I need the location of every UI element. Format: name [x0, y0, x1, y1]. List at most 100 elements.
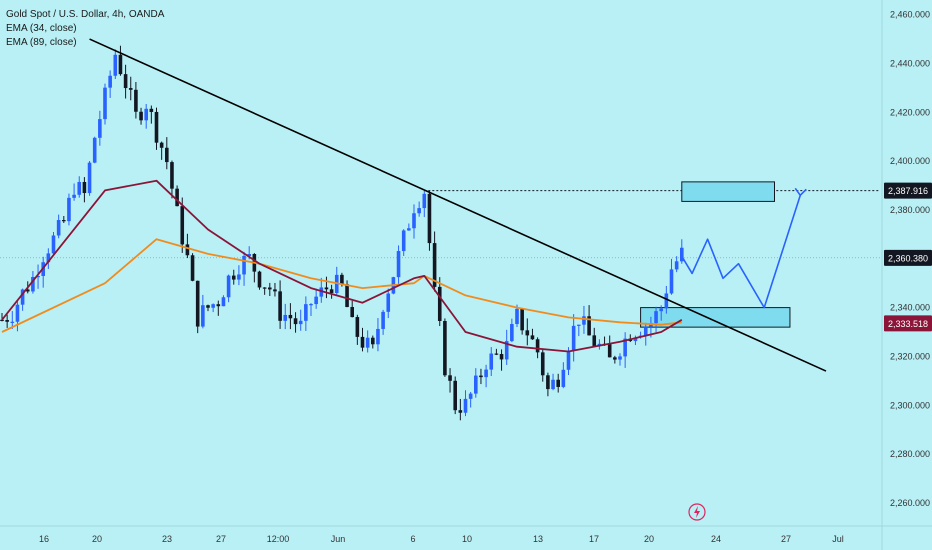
candle-body[interactable] — [134, 89, 138, 112]
lightning-icon[interactable] — [688, 503, 706, 521]
candle-body[interactable] — [283, 314, 288, 321]
candle-body[interactable] — [664, 293, 669, 309]
candle-body[interactable] — [525, 330, 530, 336]
symbol-title[interactable]: Gold Spot / U.S. Dollar, 4h, OANDA — [6, 9, 165, 20]
candle-body[interactable] — [298, 320, 303, 325]
candle-body[interactable] — [20, 289, 25, 305]
candle-body[interactable] — [556, 379, 560, 387]
candle-body[interactable] — [185, 244, 190, 256]
candle-body[interactable] — [113, 54, 118, 76]
candle-body[interactable] — [453, 380, 457, 411]
candle-body[interactable] — [443, 320, 447, 376]
candle-body[interactable] — [268, 287, 272, 290]
candle-body[interactable] — [180, 206, 185, 245]
candle-body[interactable] — [36, 275, 40, 278]
ema89-line[interactable] — [1, 238, 682, 333]
candle-body[interactable] — [170, 162, 174, 189]
candle-body[interactable] — [309, 304, 313, 306]
candle-body[interactable] — [577, 324, 581, 326]
price-tag-ema[interactable] — [884, 315, 932, 332]
candle-body[interactable] — [103, 87, 107, 120]
candle-body[interactable] — [139, 111, 143, 121]
candle-body[interactable] — [571, 325, 576, 351]
candle-body[interactable] — [319, 287, 324, 297]
candle-body[interactable] — [510, 324, 514, 342]
candle-body[interactable] — [324, 287, 329, 290]
candle-body[interactable] — [551, 379, 555, 390]
candle-body[interactable] — [51, 235, 56, 254]
candle-body[interactable] — [82, 181, 87, 194]
candle-body[interactable] — [56, 220, 61, 236]
price-tag-target[interactable] — [884, 182, 932, 199]
candle-body[interactable] — [417, 208, 421, 214]
candle-body[interactable] — [412, 213, 416, 229]
candle-body[interactable] — [458, 410, 463, 413]
candle-body[interactable] — [540, 352, 545, 376]
candle-body[interactable] — [432, 243, 437, 287]
candle-body[interactable] — [659, 308, 663, 312]
candle-body[interactable] — [633, 337, 638, 342]
candle-body[interactable] — [340, 274, 344, 285]
candle-body[interactable] — [5, 320, 9, 322]
candle-body[interactable] — [587, 316, 591, 336]
candle-body[interactable] — [407, 228, 411, 231]
candle-body[interactable] — [149, 108, 154, 112]
projection-path[interactable] — [681, 195, 802, 309]
candle-body[interactable] — [87, 162, 92, 194]
candle-body[interactable] — [345, 284, 349, 307]
candle-body[interactable] — [535, 339, 540, 353]
candle-body[interactable] — [226, 275, 231, 298]
candle-body[interactable] — [422, 193, 427, 209]
candle-body[interactable] — [293, 318, 298, 325]
candle-body[interactable] — [479, 375, 483, 378]
candle-body[interactable] — [489, 353, 494, 370]
candle-body[interactable] — [72, 194, 76, 198]
resistance-zone[interactable] — [681, 181, 775, 202]
ema34-line[interactable] — [1, 179, 683, 353]
candle-body[interactable] — [237, 274, 241, 280]
candle-body[interactable] — [118, 54, 123, 75]
candle-body[interactable] — [159, 142, 164, 148]
candle-body[interactable] — [175, 188, 179, 207]
candle-body[interactable] — [561, 369, 566, 387]
candle-body[interactable] — [463, 398, 468, 413]
candle-body[interactable] — [314, 296, 318, 305]
candle-body[interactable] — [515, 308, 519, 325]
candle-body[interactable] — [546, 375, 550, 390]
candle-body[interactable] — [0, 319, 4, 322]
candle-body[interactable] — [365, 337, 370, 348]
candle-body[interactable] — [92, 137, 97, 163]
candle-body[interactable] — [273, 289, 277, 292]
ema34-legend[interactable]: EMA (34, close) — [6, 23, 77, 34]
trendline[interactable] — [89, 38, 827, 372]
candle-body[interactable] — [360, 336, 365, 348]
candle-body[interactable] — [427, 193, 432, 244]
candle-body[interactable] — [242, 255, 246, 275]
candle-body[interactable] — [520, 308, 524, 331]
candle-body[interactable] — [607, 344, 612, 358]
candle-body[interactable] — [62, 220, 66, 222]
candle-body[interactable] — [10, 321, 15, 323]
candle-body[interactable] — [582, 316, 586, 325]
candle-body[interactable] — [499, 354, 504, 360]
candle-body[interactable] — [329, 289, 334, 294]
candle-body[interactable] — [190, 255, 195, 281]
candle-body[interactable] — [474, 375, 478, 394]
candle-body[interactable] — [144, 108, 148, 121]
candle-body[interactable] — [108, 75, 112, 88]
candle-body[interactable] — [231, 275, 236, 280]
candle-body[interactable] — [566, 350, 571, 370]
candle-body[interactable] — [623, 338, 627, 357]
candle-body[interactable] — [216, 304, 221, 307]
candle-body[interactable] — [350, 306, 354, 318]
candle-body[interactable] — [504, 341, 509, 360]
candle-body[interactable] — [201, 305, 205, 327]
candle-body[interactable] — [123, 74, 128, 89]
candle-body[interactable] — [206, 305, 210, 308]
candle-body[interactable] — [386, 293, 391, 312]
candle-body[interactable] — [376, 328, 380, 345]
candle-body[interactable] — [484, 369, 488, 378]
ema89-legend[interactable]: EMA (89, close) — [6, 37, 77, 48]
candle-body[interactable] — [613, 357, 617, 360]
